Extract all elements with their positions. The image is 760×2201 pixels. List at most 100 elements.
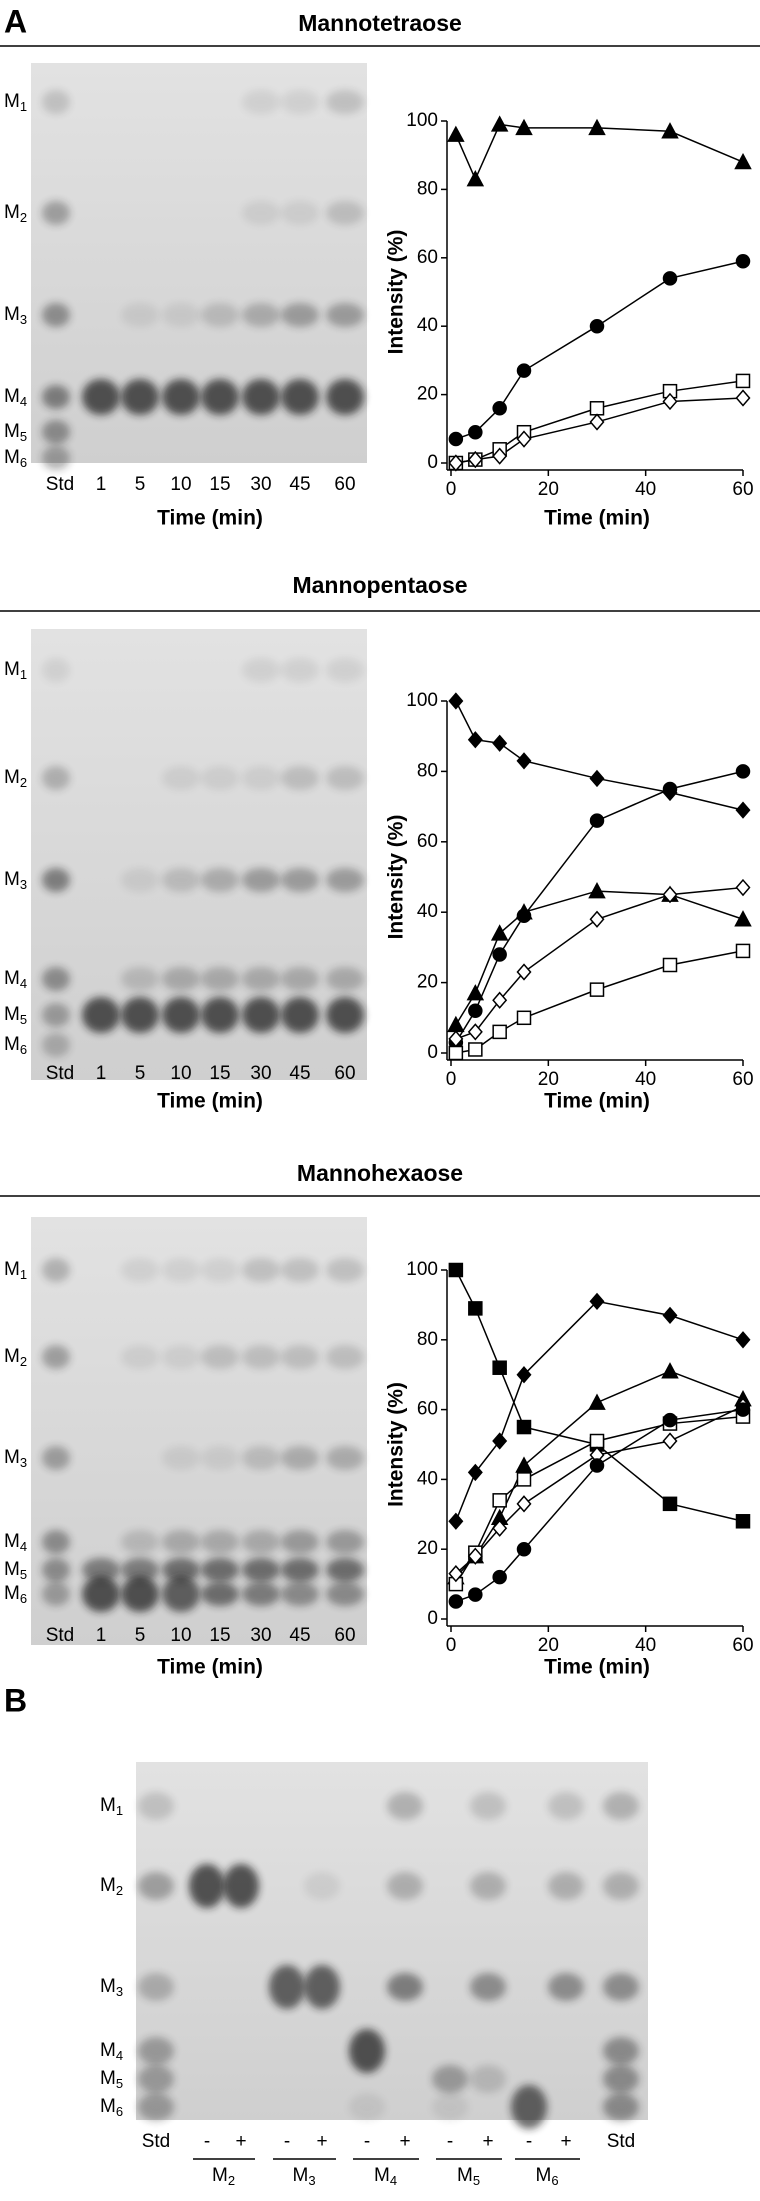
marker xyxy=(467,731,483,749)
marker xyxy=(662,957,678,973)
gel-spot xyxy=(242,766,280,790)
marker xyxy=(516,363,532,378)
gel-spot xyxy=(242,1558,280,1582)
gel-spot xyxy=(242,1530,280,1554)
gel-spot xyxy=(201,967,239,991)
gel-spot xyxy=(281,766,319,790)
gel-spot xyxy=(42,1345,70,1369)
gel-spot xyxy=(281,1582,319,1606)
gel-marker-label: M2 xyxy=(4,1346,27,1369)
marker xyxy=(516,1419,532,1435)
marker xyxy=(662,1432,678,1450)
gel-spot xyxy=(242,379,280,415)
gel-spot xyxy=(121,1258,159,1282)
label-subscript: 2 xyxy=(20,1354,27,1369)
lane-label: + xyxy=(399,2131,410,2152)
gel-spot xyxy=(42,1582,70,1606)
gel-spot xyxy=(201,1582,239,1606)
label-letter: M xyxy=(4,1034,20,1055)
y-tick-label: 60 xyxy=(417,1399,438,1420)
label-letter: M xyxy=(4,1259,20,1280)
marker xyxy=(492,991,508,1009)
gel-spot xyxy=(201,1345,239,1369)
gel-image xyxy=(136,1762,648,2120)
gel-spot xyxy=(470,1973,506,2001)
gel-marker-label: M2 xyxy=(4,202,27,225)
marker xyxy=(516,1495,532,1513)
gel-marker-label: M3 xyxy=(4,869,27,892)
gel-spot xyxy=(511,2085,547,2129)
gel-marker-label: M6 xyxy=(4,1034,27,1057)
gel-spot xyxy=(201,1530,239,1554)
label-subscript: 3 xyxy=(116,1984,123,1999)
gel-spot xyxy=(42,766,70,790)
lane-label: 60 xyxy=(334,474,355,495)
marker xyxy=(492,947,507,962)
gel-spot xyxy=(138,2093,174,2121)
lane-label: + xyxy=(235,2131,246,2152)
gel-spot xyxy=(242,1345,280,1369)
gel-marker-label: M1 xyxy=(4,91,27,114)
lane-label: - xyxy=(204,2131,210,2152)
label-letter: M xyxy=(100,2096,116,2117)
gel-spot xyxy=(281,967,319,991)
marker xyxy=(589,1292,605,1311)
y-tick-label: 40 xyxy=(417,315,438,336)
gel-spot xyxy=(201,1446,239,1470)
lane-label: Std xyxy=(142,2131,171,2152)
marker xyxy=(516,1472,532,1487)
lane-label: 5 xyxy=(135,1625,146,1646)
gel-spot xyxy=(242,1258,280,1282)
series-line xyxy=(455,1300,744,1522)
marker xyxy=(448,1594,464,1609)
gel-marker-label: M2 xyxy=(4,767,27,790)
gel-spot xyxy=(42,1033,70,1057)
gel-marker-label: M3 xyxy=(100,1976,123,1999)
lane-label: 10 xyxy=(170,1063,191,1084)
gel-spot xyxy=(201,379,239,415)
x-tick-label: 60 xyxy=(732,1069,753,1090)
gel-spot xyxy=(326,1446,364,1470)
gel-spot xyxy=(603,1792,639,1820)
gel-spot xyxy=(603,2065,639,2093)
lane-label: 15 xyxy=(209,474,230,495)
label-subscript: 5 xyxy=(20,1012,27,1027)
gel-spot xyxy=(138,2065,174,2093)
marker xyxy=(588,881,606,899)
x-axis-label: Time (min) xyxy=(544,1090,650,1113)
gel-spot xyxy=(42,446,70,470)
label-subscript: 1 xyxy=(20,99,27,114)
marker xyxy=(448,1564,464,1583)
gel-marker-label: M3 xyxy=(4,304,27,327)
marker xyxy=(490,115,509,132)
panel-label: B xyxy=(4,1682,27,1718)
marker xyxy=(492,1432,508,1450)
gel-spot xyxy=(121,379,159,415)
gel-spot xyxy=(162,967,200,991)
gel-marker-label: M6 xyxy=(100,2096,123,2119)
marker xyxy=(735,764,751,779)
label-letter: M xyxy=(293,2165,309,2186)
lane-label: + xyxy=(560,2131,571,2152)
gel-spot xyxy=(281,1446,319,1470)
x-tick-label: 0 xyxy=(446,1069,457,1090)
label-subscript: 5 xyxy=(473,2173,480,2188)
gel-spot xyxy=(201,303,239,327)
marker xyxy=(448,1512,464,1530)
label-subscript: 1 xyxy=(116,1803,123,1818)
label-letter: M xyxy=(457,2165,473,2186)
gel-spot xyxy=(387,1973,423,2001)
chart-title: Mannopentaose xyxy=(292,572,467,598)
gel-spot xyxy=(242,201,280,225)
gel-spot xyxy=(162,303,200,327)
label-subscript: 4 xyxy=(20,1539,27,1554)
gel-spot xyxy=(42,1258,70,1282)
gel-spot xyxy=(242,90,280,114)
label-subscript: 2 xyxy=(20,775,27,790)
gel-spot xyxy=(470,1792,506,1820)
marker xyxy=(448,1262,464,1278)
lane-label: - xyxy=(284,2131,290,2152)
gel-spot xyxy=(121,303,159,327)
